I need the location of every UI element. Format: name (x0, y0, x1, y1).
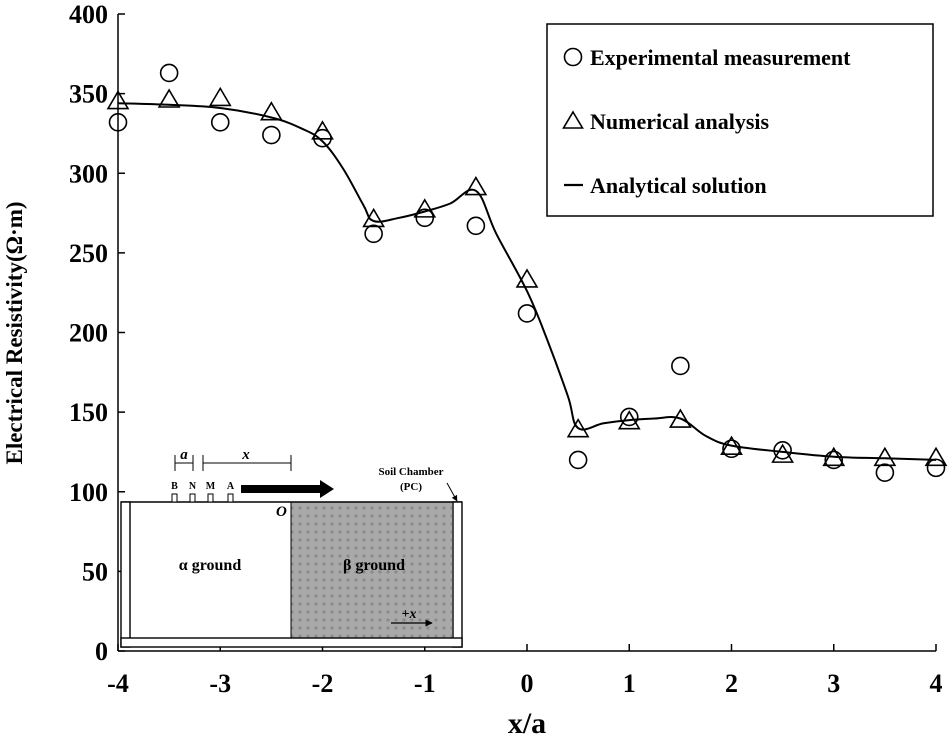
electrode-a (227, 493, 234, 503)
legend-triangle-marker (562, 110, 584, 129)
numerical-point (157, 88, 181, 108)
legend-label-numerical: Numerical analysis (590, 109, 769, 134)
y-tick-label: 50 (82, 557, 108, 586)
y-tick-label: 400 (69, 0, 108, 29)
electrode-label-a: A (227, 481, 235, 492)
electrode-m (207, 493, 214, 503)
numerical-point (259, 101, 283, 121)
x-tick-label: 1 (623, 669, 636, 698)
experimental-point (671, 356, 690, 376)
electrode-label-m: M (206, 481, 216, 492)
electrode-label-b: B (171, 481, 178, 492)
chamber-pointer (446, 482, 458, 502)
experimental-point (466, 216, 486, 236)
experimental-point (926, 458, 946, 478)
inset-floor (120, 637, 463, 648)
x-tick-label: -2 (312, 669, 334, 698)
direction-label: +x (402, 607, 417, 622)
legend-box (546, 23, 934, 217)
y-ticks: 0 50 100 150 200 250 300 350 400 (69, 0, 125, 666)
experimental-point (619, 407, 639, 427)
experimental-point (722, 439, 741, 459)
inset-diagram: B N M A a x O Soil Chamber (PC) α ground… (120, 447, 463, 648)
y-tick-label: 100 (69, 478, 108, 507)
experimental-point (313, 128, 332, 148)
movement-arrow (241, 480, 334, 498)
numerical-point (464, 176, 488, 196)
experimental-point (517, 304, 537, 323)
inset-beta-region (291, 502, 452, 638)
y-tick-label: 0 (95, 637, 108, 666)
legend-label-analytical: Analytical solution (590, 173, 767, 198)
experimental-point (415, 208, 435, 228)
numerical-point (720, 435, 743, 455)
numerical-point (311, 120, 334, 140)
analytical-solution-series (117, 102, 937, 461)
chamber-label-line2: (PC) (400, 481, 422, 493)
x-axis-title: x/a (508, 707, 546, 740)
y-tick-label: 300 (69, 159, 108, 188)
experimental-point (824, 450, 844, 470)
experimental-point (108, 112, 128, 132)
numerical-point (771, 443, 795, 463)
numerical-point (617, 410, 641, 430)
distance-label: x (241, 447, 250, 463)
y-tick-label: 250 (69, 239, 108, 268)
numerical-point (822, 446, 846, 467)
inset-right-wall (452, 501, 463, 648)
experimental-point (159, 63, 179, 83)
legend: Experimental measurement Numerical analy… (546, 23, 934, 217)
numerical-point (208, 86, 232, 107)
x-ticks: -4 -3 -2 -1 0 1 2 3 4 (107, 644, 943, 698)
legend-circle-marker (563, 47, 583, 67)
x-tick-label: 0 (521, 669, 534, 698)
y-tick-label: 200 (69, 319, 108, 348)
experimental-point (262, 125, 281, 145)
numerical-point (668, 408, 692, 428)
electrode-label-n: N (189, 481, 197, 492)
electrode-n (189, 493, 196, 503)
numerical-point (106, 90, 130, 110)
numerical-point (515, 268, 539, 288)
inset-left-wall (120, 501, 131, 648)
numerical-analysis-series (106, 86, 948, 467)
y-tick-label: 150 (69, 398, 108, 427)
experimental-point (210, 112, 230, 132)
experimental-point (875, 463, 895, 482)
numerical-point (362, 207, 386, 228)
electrode-b (171, 493, 178, 503)
x-tick-label: -4 (107, 669, 129, 698)
numerical-point (873, 446, 897, 467)
alpha-ground-label: α ground (179, 557, 242, 574)
spacing-label: a (180, 447, 188, 463)
experimental-point (568, 450, 588, 470)
chamber-label-line1: Soil Chamber (378, 466, 443, 478)
origin-label: O (276, 504, 287, 520)
x-tick-label: -1 (414, 669, 436, 698)
numerical-point (413, 198, 437, 218)
numerical-point (924, 446, 948, 467)
x-tick-label: 2 (725, 669, 738, 698)
experimental-measurement-series (108, 63, 946, 482)
y-axis-title: Electrical Resistivity(Ω·m) (2, 201, 27, 464)
x-tick-label: 3 (827, 669, 840, 698)
numerical-point (566, 418, 590, 438)
experimental-point (773, 441, 792, 460)
x-tick-label: -3 (209, 669, 231, 698)
legend-label-experimental: Experimental measurement (590, 45, 851, 70)
beta-ground-label: β ground (343, 557, 405, 574)
y-tick-label: 350 (69, 80, 108, 109)
analytical-solution-line (117, 102, 937, 461)
x-tick-label: 4 (930, 669, 943, 698)
experimental-point (364, 224, 383, 244)
